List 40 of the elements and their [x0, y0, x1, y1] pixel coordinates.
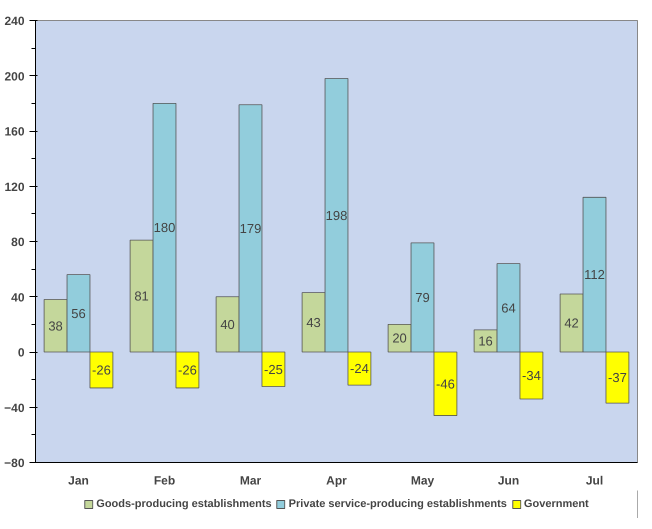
x-tick-label: Jun: [498, 474, 520, 488]
data-label: 112: [584, 267, 605, 282]
x-tick-label: Apr: [326, 474, 348, 488]
data-label: 180: [154, 220, 176, 236]
data-label: 20: [392, 330, 407, 346]
data-label: -46: [436, 376, 455, 392]
y-tick-label: 0: [18, 346, 25, 360]
x-tick-label: Jul: [586, 474, 604, 488]
y-tick-label: −80: [4, 456, 25, 470]
data-label: -26: [178, 362, 197, 378]
y-tick-label: 120: [4, 180, 25, 194]
y-tick-label: 160: [4, 124, 25, 138]
data-label: 40: [220, 316, 235, 332]
data-label: -26: [92, 362, 111, 378]
data-label: -25: [264, 362, 283, 377]
x-tick-label: Jan: [68, 474, 89, 488]
data-label: -24: [350, 361, 369, 376]
data-label: 38: [48, 318, 63, 334]
y-tick-label: 240: [4, 14, 25, 28]
data-label: -37: [608, 370, 627, 386]
legend-label: Goods-producing establishments: [96, 498, 272, 510]
data-label: 198: [326, 208, 348, 223]
y-tick-label: −40: [4, 400, 25, 415]
x-tick-label: May: [410, 474, 434, 488]
y-tick-label: 80: [11, 235, 25, 249]
data-label: 56: [71, 306, 86, 321]
data-label: 64: [501, 300, 516, 316]
x-tick-label: Mar: [240, 474, 262, 488]
y-tick-label: 200: [4, 69, 25, 84]
legend-label: Private service-producing establishments: [288, 498, 507, 510]
data-label: 79: [415, 290, 430, 305]
data-label: -34: [522, 368, 541, 383]
x-tick-label: Feb: [154, 474, 176, 488]
y-tick-label: 40: [11, 290, 25, 304]
data-label: 43: [306, 314, 321, 330]
data-label: 42: [564, 315, 579, 330]
legend-label: Government: [524, 498, 589, 510]
data-label: 179: [240, 220, 262, 236]
data-label: 81: [134, 288, 149, 304]
data-label: 16: [478, 333, 493, 348]
